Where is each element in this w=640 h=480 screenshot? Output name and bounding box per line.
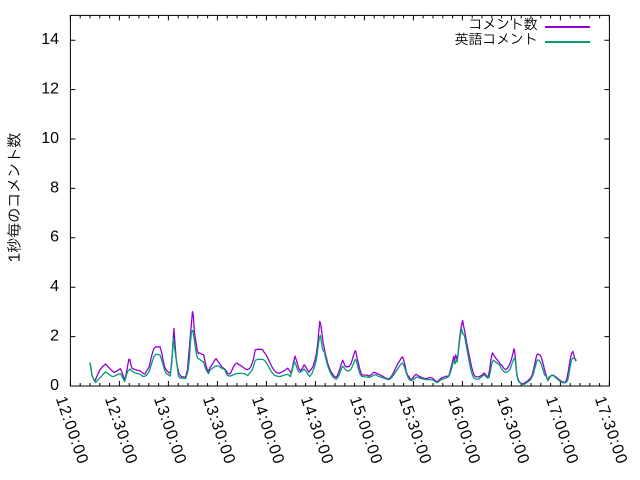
svg-text:2: 2 xyxy=(50,328,59,345)
svg-text:8: 8 xyxy=(50,179,59,196)
svg-text:12: 12 xyxy=(41,81,59,98)
svg-text:10: 10 xyxy=(41,130,59,147)
svg-text:14: 14 xyxy=(41,31,59,48)
svg-text:0: 0 xyxy=(50,377,59,394)
svg-text:6: 6 xyxy=(50,229,59,246)
svg-text:4: 4 xyxy=(50,278,59,295)
